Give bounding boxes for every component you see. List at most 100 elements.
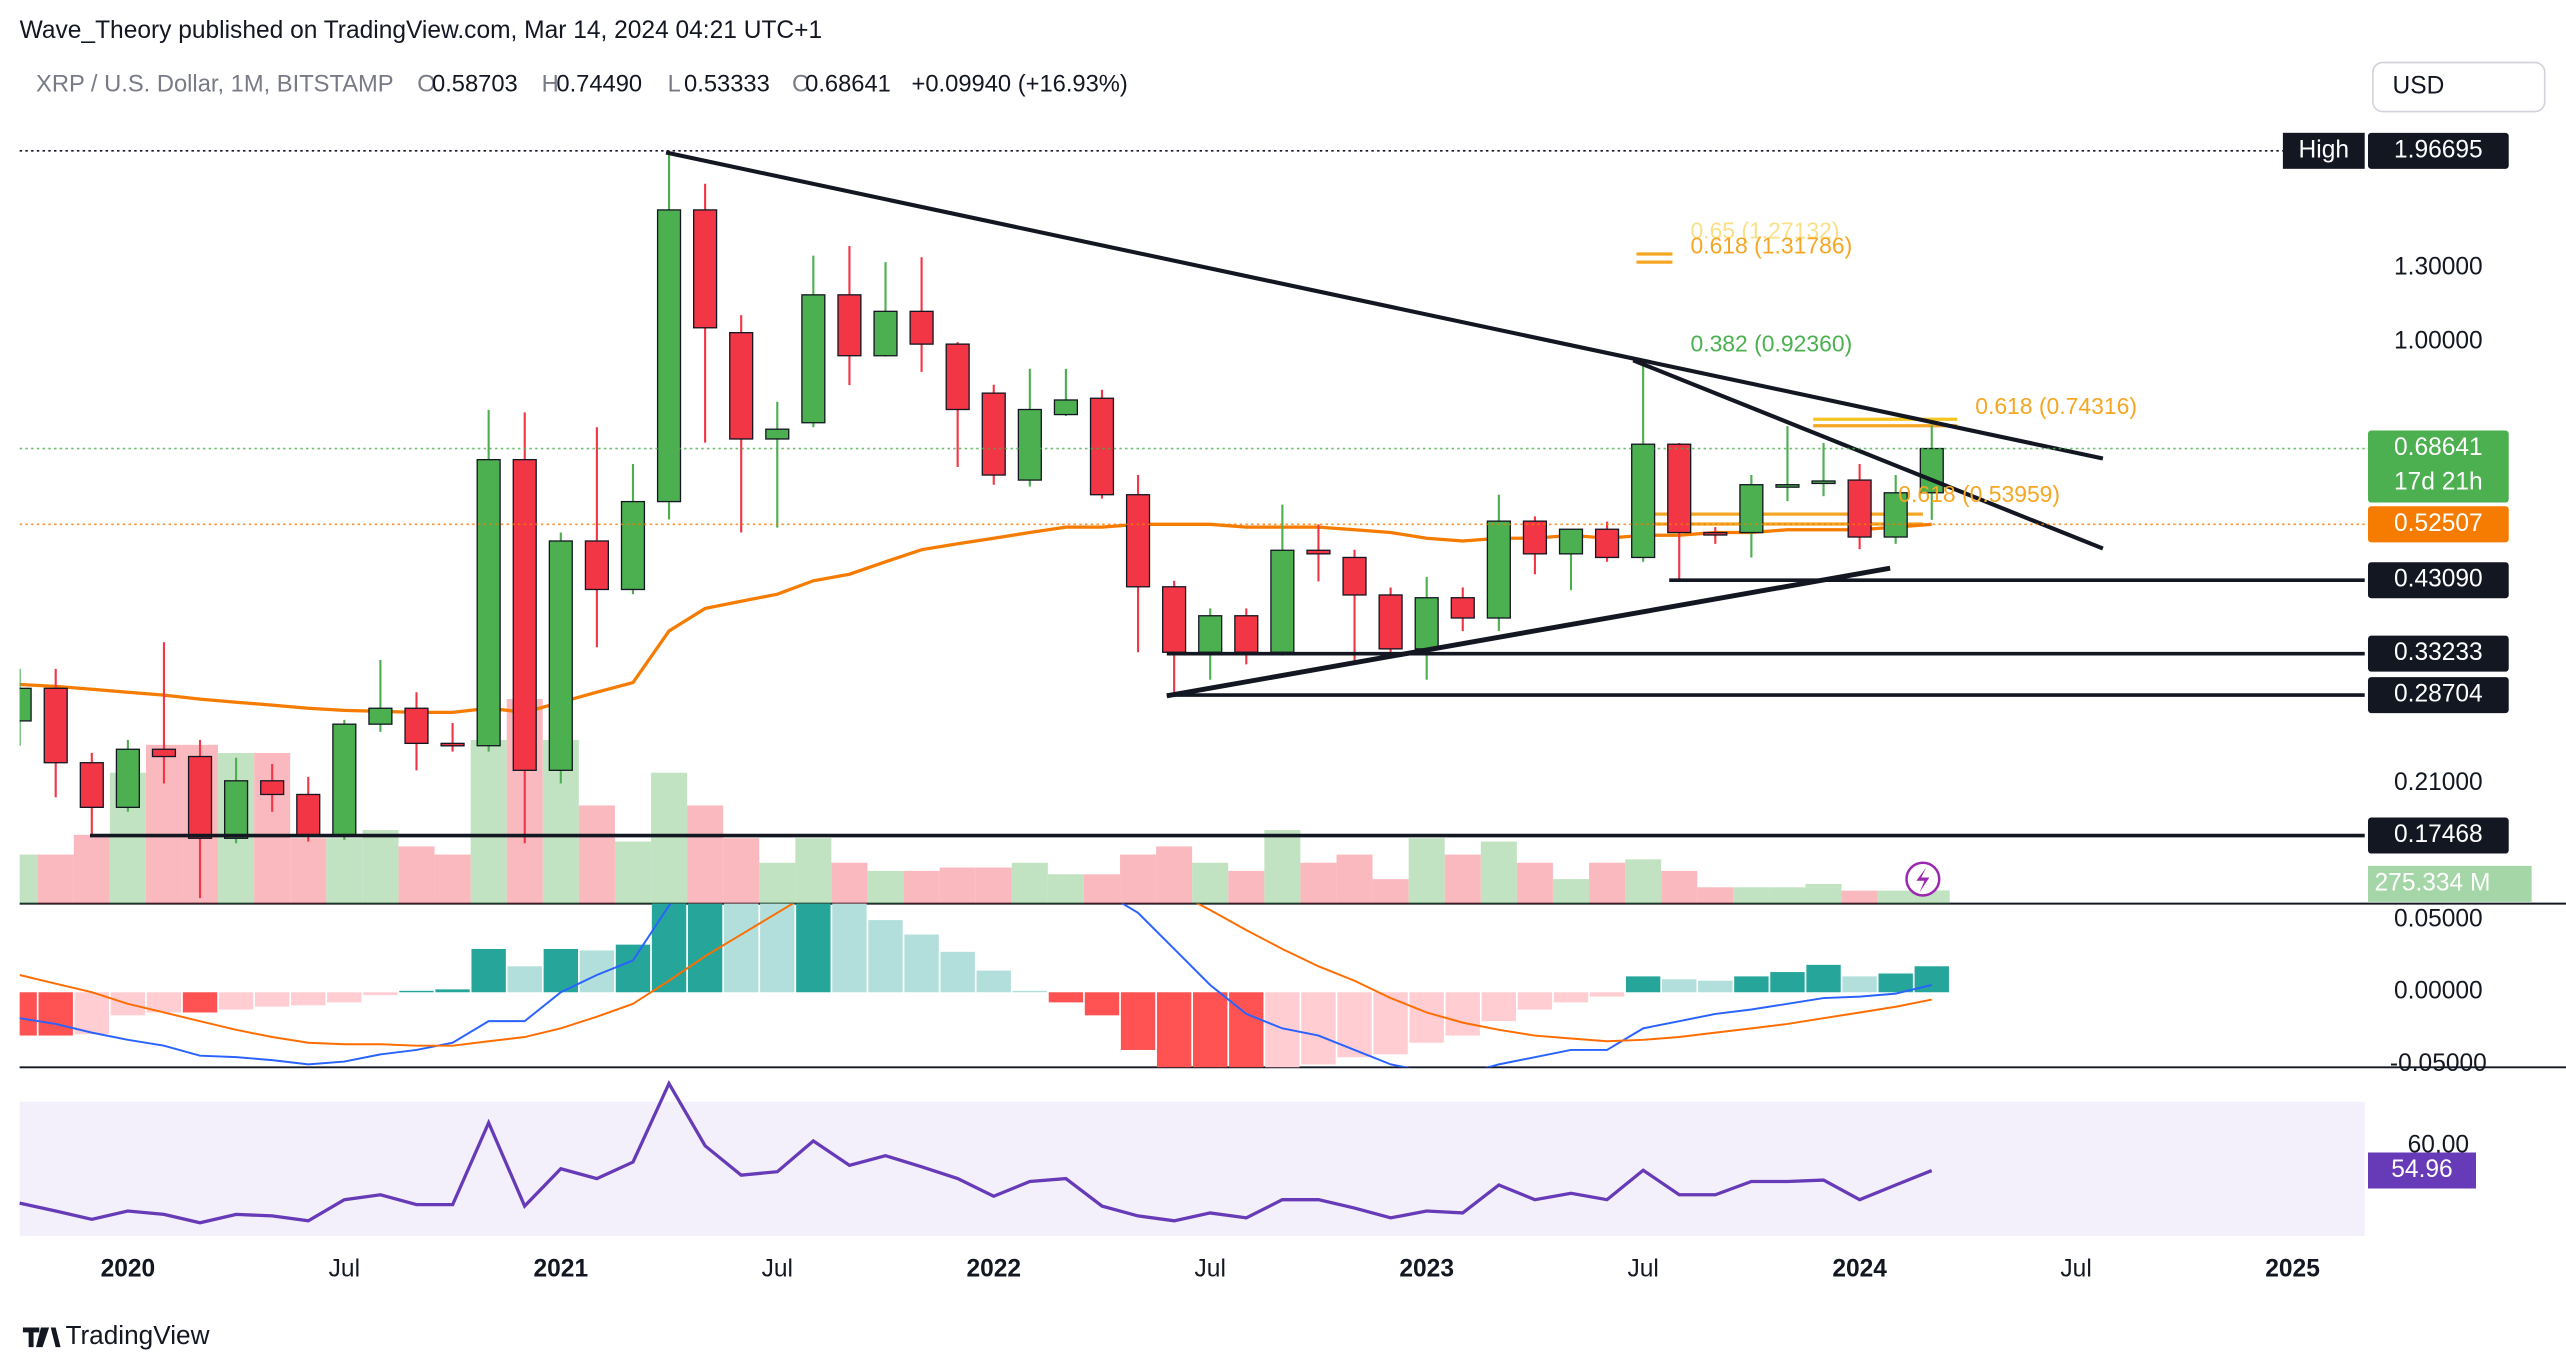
volume-bar (903, 870, 940, 904)
x-tick-label: 2025 (2265, 1256, 2320, 1283)
ohlc-key: C (792, 72, 809, 98)
volume-bar (1769, 887, 1806, 904)
candle-body (1342, 556, 1367, 596)
macd-histogram-bar (687, 903, 723, 993)
volume-bar (1661, 870, 1698, 904)
volume-layer (19, 699, 1950, 904)
candle-body (332, 723, 357, 836)
macd-histogram-bar (1265, 992, 1300, 1068)
candle-body (1703, 531, 1728, 536)
volume-bar (37, 854, 74, 904)
change: +0.09940 (+16.93%) (912, 72, 1128, 98)
candle-body (1053, 399, 1079, 416)
macd-histogram-bar (543, 948, 578, 993)
candle-body (656, 209, 682, 503)
price-label: 0.28704 (2394, 681, 2483, 708)
x-tick-label: 2024 (1832, 1256, 1887, 1283)
macd-histogram-bar (1878, 973, 1913, 993)
candle-body (1378, 594, 1403, 650)
x-tick-label: 2021 (534, 1256, 589, 1283)
trendline (1632, 358, 2104, 551)
candle-body (620, 500, 646, 591)
candle-body (368, 707, 393, 725)
volume-bar (1228, 870, 1265, 904)
price-label-box (2367, 677, 2509, 714)
volume-bar (1264, 830, 1301, 904)
volume-bar (795, 838, 832, 904)
volume-bar (1480, 841, 1517, 904)
candle-body (43, 687, 68, 764)
ohlc-value: 0.74490 (556, 72, 642, 98)
fib-label: 0.618 (0.53959) (1898, 481, 2060, 507)
candle-body (1414, 597, 1439, 650)
candle-body (1594, 528, 1620, 559)
volume-bar (975, 867, 1012, 904)
candle-body (837, 294, 862, 357)
fib-label: 0.618 (0.74316) (1975, 393, 2137, 419)
volume-bar (1336, 854, 1373, 904)
macd-histogram-bar (651, 903, 687, 993)
volume-bar (326, 838, 363, 904)
candle-body (909, 310, 934, 345)
candle-body (1883, 492, 1908, 538)
volume-bar (434, 854, 471, 904)
candle-body (260, 780, 285, 796)
volume-bar (398, 846, 435, 904)
price-label-countdown: 17d 21h (2394, 468, 2483, 495)
price-label-box (2367, 132, 2509, 169)
macd-histogram-bar (1806, 964, 1841, 993)
ohlc-key: H (542, 72, 559, 98)
candle-body (1306, 549, 1331, 555)
volume-bar (1733, 887, 1770, 904)
candle-body (1847, 479, 1872, 538)
macd-histogram-bar (579, 950, 615, 993)
candle-body (19, 687, 32, 722)
macd-histogram-bar (615, 944, 651, 993)
volume-bar (1120, 854, 1157, 904)
candle-body (1631, 443, 1656, 559)
volume-label: 275.334 M (2375, 869, 2491, 896)
candle-body (404, 707, 429, 745)
price-label-box (2367, 562, 2509, 599)
candle-body (1270, 549, 1295, 653)
macd-histogram-bar (1517, 992, 1553, 1010)
price-label-box (2367, 506, 2509, 543)
macd-tick-label: -0.05000 (2390, 1050, 2487, 1077)
macd-histogram-bar (904, 934, 939, 993)
y-tick-label: 1.00000 (2394, 328, 2483, 355)
macd-histogram-bar (1589, 992, 1625, 997)
currency-button[interactable] (2372, 61, 2546, 113)
volume-bar (1156, 846, 1193, 904)
macd-line (19, 903, 1932, 1068)
price-label-box (2367, 817, 2509, 854)
macd-histogram-bar (327, 992, 362, 1003)
macd-histogram-bar (291, 992, 326, 1006)
trendline (1166, 565, 1891, 699)
currency[interactable]: USD (2393, 73, 2445, 100)
macd-histogram-bar (1625, 976, 1661, 993)
candle-body (1234, 615, 1259, 653)
macd-histogram-bar (435, 989, 470, 993)
macd-histogram-bar (940, 951, 975, 993)
price-label: 0.68641 (2394, 434, 2483, 461)
rsi-label-box (2367, 1152, 2476, 1189)
drawings: 0.65 (1.27132) 0.618 (1.31786) 0.382 (0.… (19, 149, 2365, 897)
volume-bar (651, 772, 688, 904)
candle-body (873, 310, 898, 357)
volume-bar (1300, 862, 1337, 904)
symbol: XRP / U.S. Dollar, 1M, BITSTAMP (36, 72, 394, 98)
x-tick-label: 2020 (101, 1256, 156, 1283)
volume-bar (867, 870, 904, 904)
volume-bar (1083, 874, 1120, 904)
macd-histogram-bar (1337, 992, 1372, 1058)
volume-bar (1552, 879, 1589, 904)
macd-histogram-bar (1734, 976, 1769, 993)
volume-bar (759, 862, 796, 904)
candle-body (1162, 586, 1187, 653)
candle-body (440, 742, 465, 747)
candle-body (584, 540, 609, 591)
macd-histogram-bar (74, 992, 109, 1035)
candle-body (115, 748, 140, 809)
ohlc-value: 0.58703 (432, 72, 518, 98)
